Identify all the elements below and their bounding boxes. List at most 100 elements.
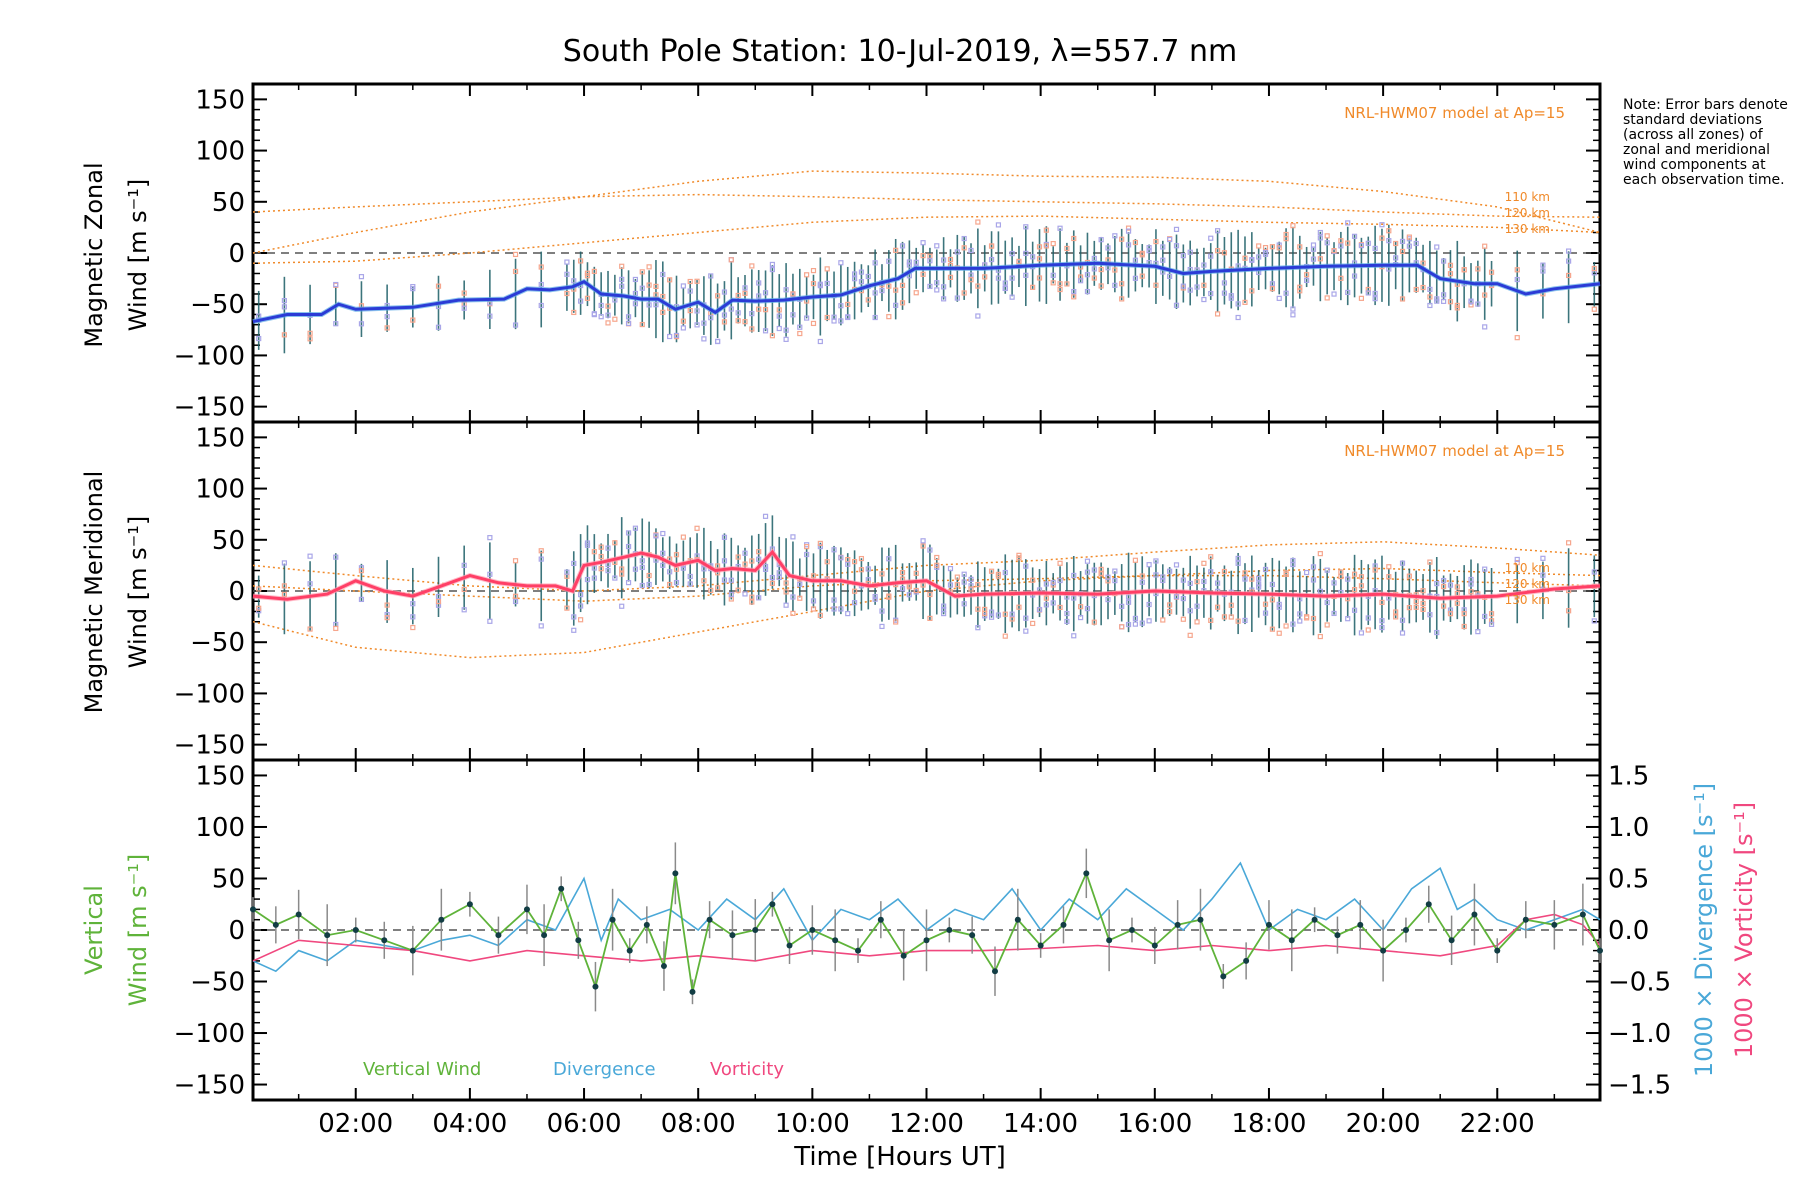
zone-sample (632, 525, 639, 531)
legend-divergence: Divergence (553, 1059, 656, 1080)
zone-sample (1132, 615, 1138, 622)
zone-sample (1420, 606, 1426, 612)
zone-sample (1434, 244, 1440, 250)
zone-sample (461, 607, 467, 613)
zone-sample (1372, 296, 1378, 302)
zone-sample (756, 595, 762, 601)
zone-sample (1043, 602, 1049, 608)
zone-sample (1146, 248, 1152, 254)
zone-sample (1160, 574, 1166, 580)
zone-sample (851, 271, 858, 277)
vertical-wind-point (1494, 947, 1501, 954)
zone-sample (1324, 240, 1330, 246)
zone-sample (858, 567, 865, 573)
right-tick-label: 1.5 (1608, 761, 1649, 791)
zone-sample (358, 321, 365, 327)
vertical-wind-point (1128, 927, 1135, 933)
zone-sample (783, 602, 789, 608)
zone-sample (810, 573, 817, 579)
zone-sample (927, 591, 933, 598)
zone-sample (1071, 572, 1077, 579)
zone-sample (968, 586, 974, 592)
zone-sample (1125, 621, 1132, 628)
vertical-right-ticks: 1.5 1.0 0.5 0.0 −0.5 −1.0 −1.5 (1608, 761, 1671, 1100)
zone-sample (639, 564, 645, 571)
meridional-ytick-label: 100 (195, 475, 245, 505)
divergence-axis-label: 1000 × Divergence [s⁻¹] (1690, 783, 1718, 1077)
zone-sample (810, 267, 817, 274)
vorticity-line (252, 913, 1601, 962)
legend-vertical-wind: Vertical Wind (363, 1059, 481, 1080)
zone-sample (1372, 245, 1378, 252)
zone-sample (961, 245, 967, 251)
meridional-alt-110: 110 km (1505, 561, 1550, 575)
zone-sample (1427, 302, 1433, 309)
zone-sample (281, 304, 287, 310)
zone-sample (756, 293, 762, 299)
zone-sample (632, 566, 639, 572)
zone-sample (1324, 622, 1330, 628)
zone-sample (333, 321, 339, 327)
zone-sample (817, 544, 823, 550)
zone-sample (1119, 624, 1125, 630)
zone-sample (1365, 615, 1371, 621)
zone-sample (1201, 296, 1207, 303)
zone-sample (824, 266, 830, 272)
zone-sample (1413, 286, 1419, 293)
zone-sample (687, 288, 693, 294)
zone-sample (797, 581, 803, 587)
zone-sample (461, 586, 467, 593)
zone-sample (1112, 267, 1118, 273)
zone-sample (1434, 298, 1440, 304)
zone-sample (1214, 604, 1221, 610)
zone-sample (865, 297, 871, 303)
zone-sample (694, 322, 700, 328)
zone-sample (1540, 268, 1546, 274)
zone-sample (1125, 228, 1132, 234)
zone-sample (1338, 569, 1344, 575)
zone-sample (899, 300, 906, 306)
zone-sample (769, 574, 775, 581)
zone-sample (384, 611, 390, 618)
zone-sample (1482, 613, 1488, 620)
meridional-ylabel-line1: Magnetic Meridional (80, 471, 108, 714)
vertical-wind-point (1288, 937, 1295, 944)
zone-sample (831, 597, 837, 603)
zone-sample (721, 312, 728, 318)
zone-sample (715, 585, 721, 591)
zone-sample (1002, 633, 1008, 639)
zone-sample (307, 553, 313, 559)
zone-sample (845, 301, 851, 308)
zone-sample (817, 612, 823, 618)
zone-sample (1324, 599, 1330, 606)
zone-sample (762, 566, 769, 572)
zone-sample (968, 272, 974, 278)
zone-sample (1009, 250, 1015, 257)
zone-sample (934, 243, 940, 249)
zone-sample (1345, 576, 1351, 582)
zone-sample (1441, 603, 1447, 609)
vertical-wind-point (1522, 916, 1529, 923)
zone-sample (564, 259, 570, 265)
zone-sample (625, 314, 632, 320)
zone-sample (1427, 286, 1433, 293)
zone-sample (838, 606, 844, 612)
zone-sample (1514, 267, 1520, 273)
zone-sample (1208, 554, 1214, 560)
zone-sample (756, 280, 762, 286)
zone-sample (742, 285, 748, 291)
zone-sample (865, 273, 871, 280)
zone-sample (660, 293, 666, 300)
zone-sample (1030, 620, 1036, 627)
zone-sample (1262, 251, 1269, 257)
zone-sample (1345, 616, 1351, 622)
zone-sample (769, 266, 775, 273)
zone-sample (1468, 589, 1474, 595)
zone-sample (1098, 570, 1104, 576)
zone-sample (975, 283, 981, 289)
zone-sample (728, 306, 734, 312)
zone-sample (1160, 244, 1166, 250)
zone-sample (1283, 571, 1289, 577)
zone-sample (1071, 294, 1077, 300)
zone-sample (728, 591, 734, 598)
